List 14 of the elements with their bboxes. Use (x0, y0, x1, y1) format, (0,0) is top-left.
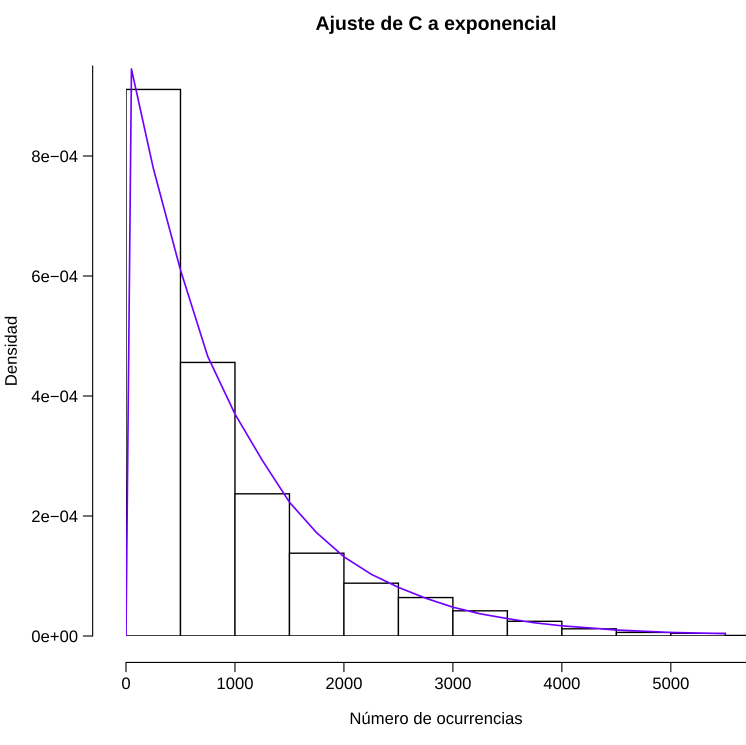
x-tick-label: 3000 (434, 677, 471, 690)
y-axis-title: Densidad (4, 316, 17, 385)
y-tick-label: 2e−04 (32, 510, 78, 522)
y-tick-label: 8e−04 (32, 150, 78, 162)
y-tick-label: 4e−04 (32, 390, 78, 402)
x-tick-label: 2000 (326, 677, 362, 690)
chart-title: Ajuste de C a exponencial (316, 16, 556, 34)
x-tick-label: 4000 (544, 677, 580, 690)
x-tick-label: 1000 (218, 677, 253, 690)
x-tick-label: 0 (122, 677, 130, 690)
y-tick-label: 0e+00 (32, 630, 78, 642)
x-axis-title: Número de ocurrencias (350, 712, 522, 724)
x-tick-label: 5000 (652, 677, 689, 690)
y-tick-label: 6e−04 (32, 270, 78, 282)
